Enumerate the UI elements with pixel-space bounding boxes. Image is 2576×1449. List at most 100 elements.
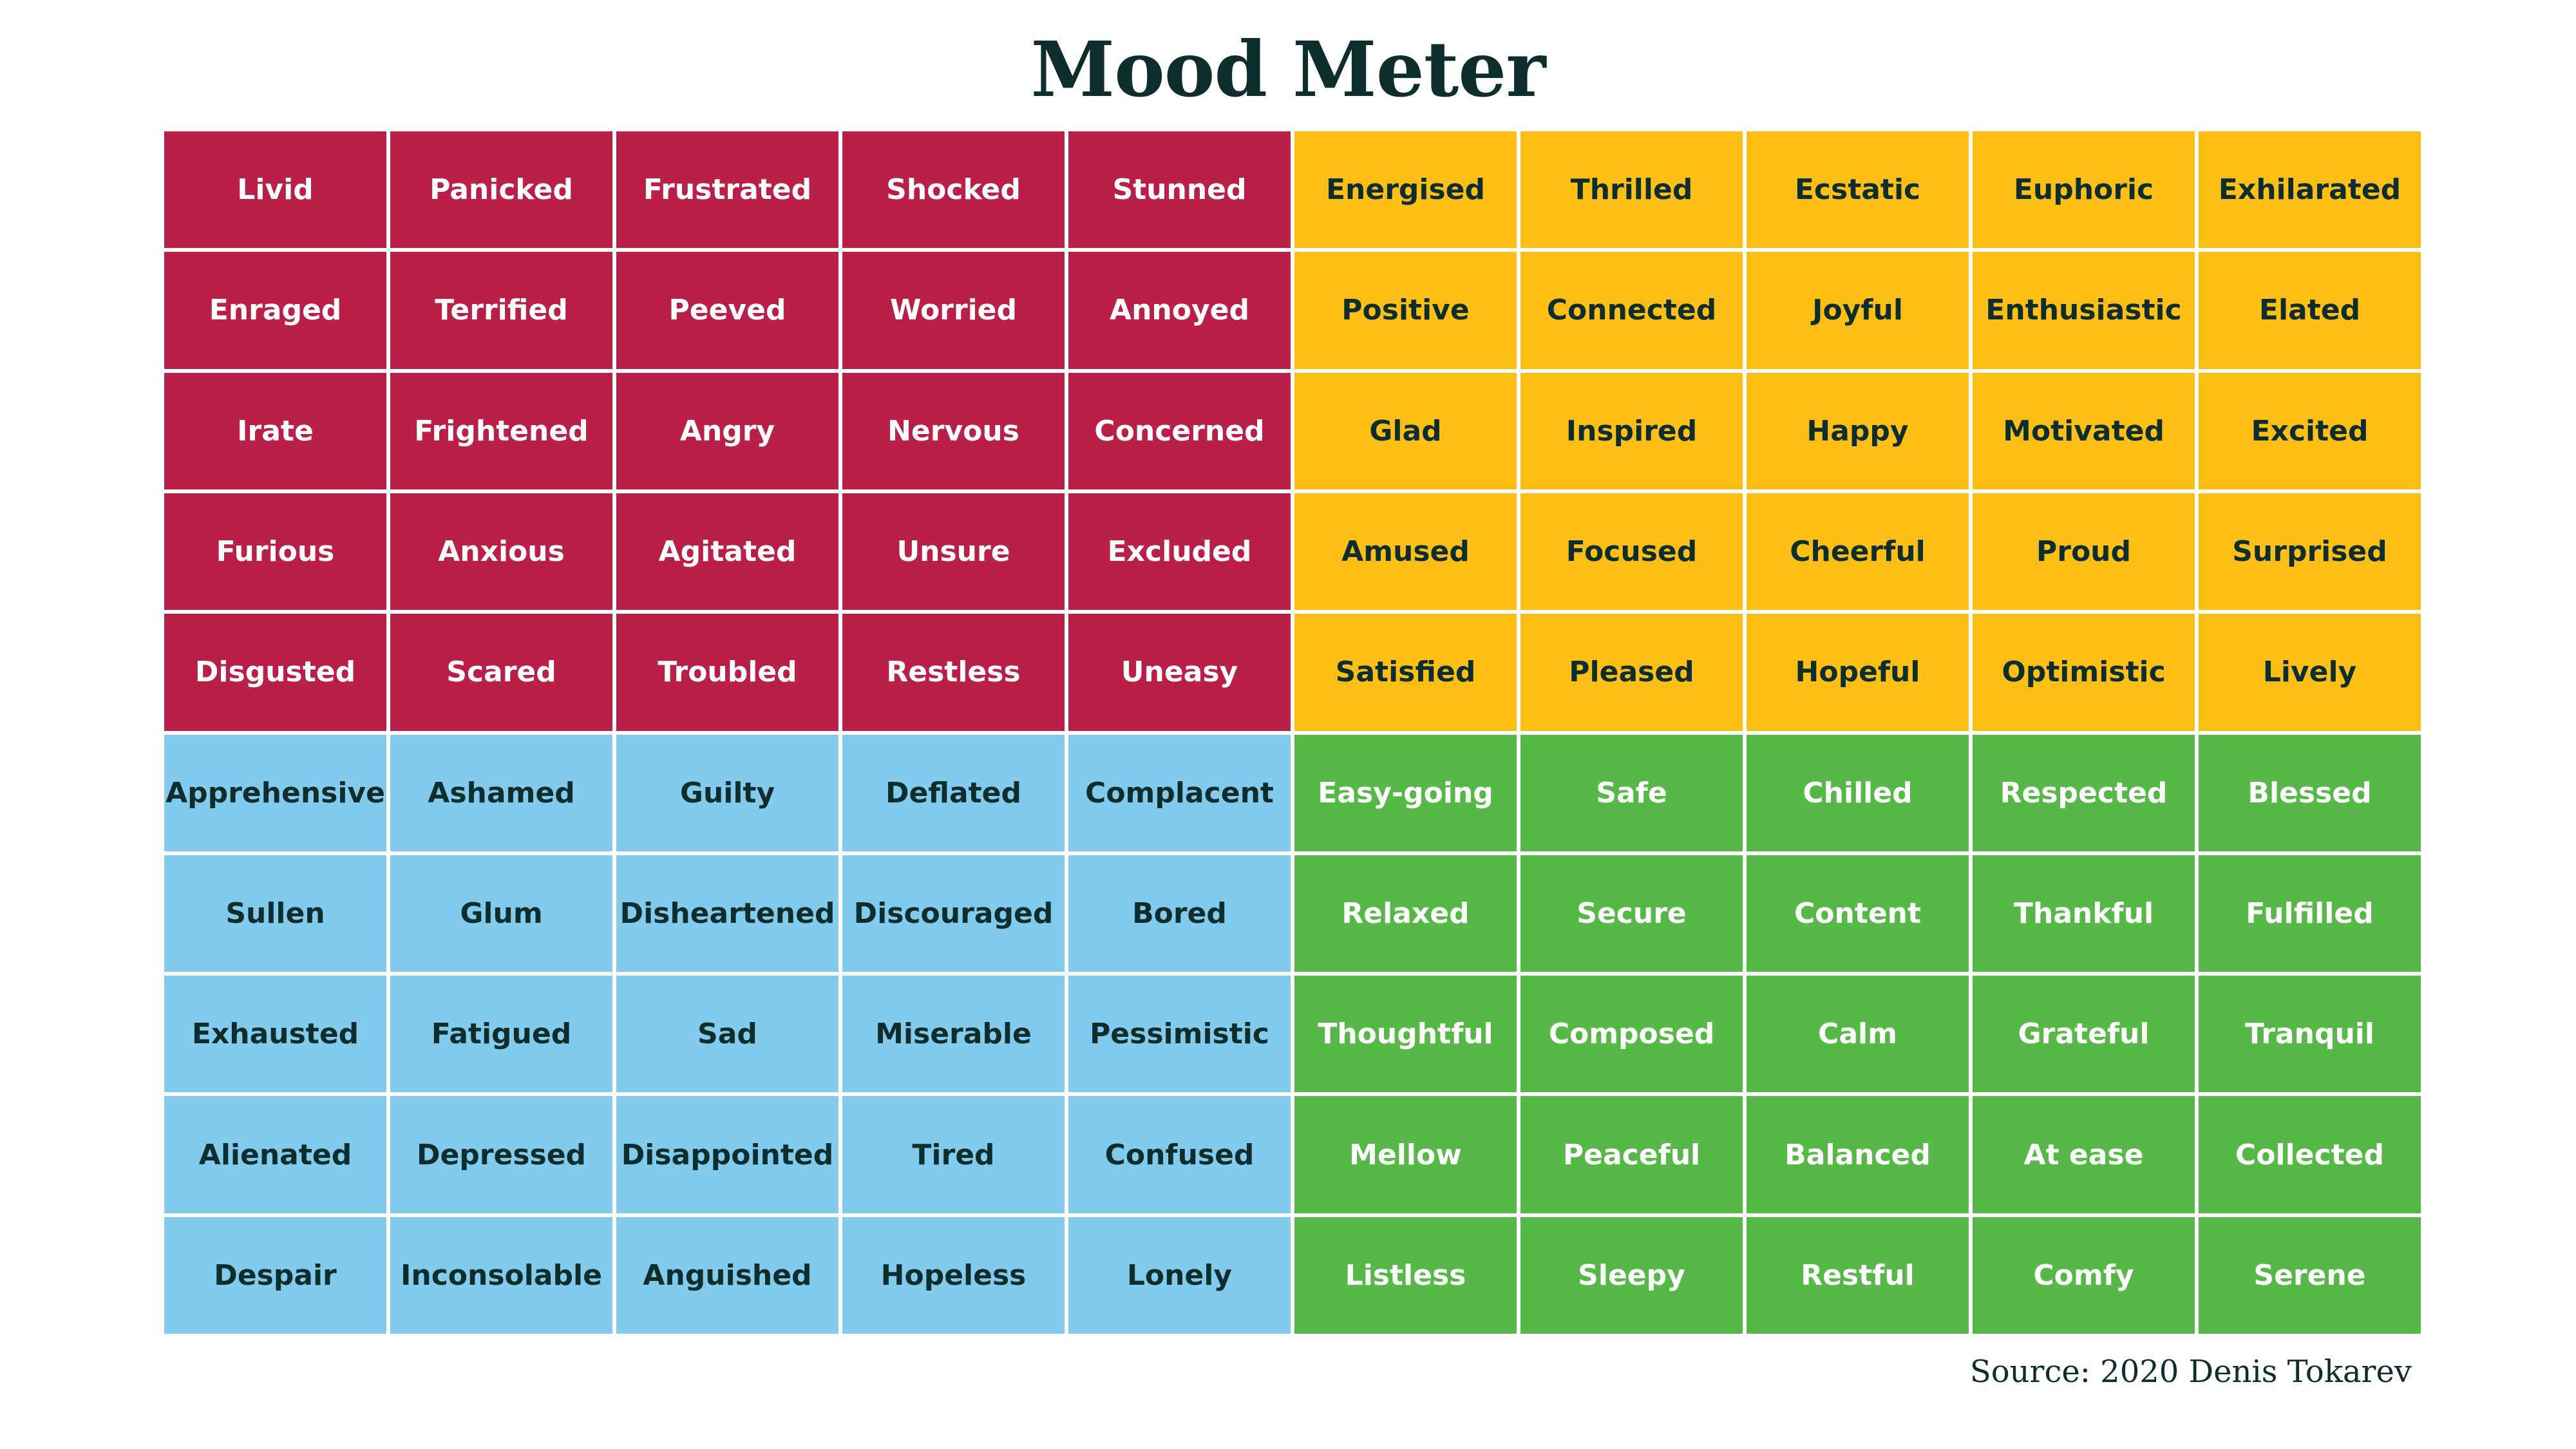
- mood-cell-red: Irate: [164, 372, 386, 489]
- mood-cell-green: Thoughtful: [1294, 976, 1517, 1093]
- mood-cell-red: Troubled: [616, 614, 838, 731]
- mood-cell-red: Livid: [164, 131, 386, 249]
- mood-cell-red: Excluded: [1068, 493, 1291, 611]
- mood-cell-yellow: Motivated: [1973, 372, 2195, 489]
- mood-cell-red: Worried: [842, 252, 1065, 369]
- mood-cell-blue: Guilty: [616, 734, 838, 851]
- mood-cell-blue: Ashamed: [390, 734, 612, 851]
- mood-cell-yellow: Lively: [2199, 614, 2421, 731]
- mood-cell-blue: Lonely: [1068, 1217, 1291, 1334]
- mood-cell-green: Sleepy: [1520, 1217, 1743, 1334]
- mood-cell-red: Disgusted: [164, 614, 386, 731]
- mood-grid: Livid Panicked Frustrated Shocked Stunned Ene…: [164, 131, 2421, 1334]
- mood-cell-red: Furious: [164, 493, 386, 611]
- mood-cell-green: Composed: [1520, 976, 1743, 1093]
- mood-cell-blue: Depressed: [390, 1096, 612, 1213]
- mood-cell-yellow: Surprised: [2199, 493, 2421, 611]
- mood-cell-yellow: Elated: [2199, 252, 2421, 369]
- mood-cell-green: Tranquil: [2199, 976, 2421, 1093]
- mood-cell-blue: Apprehensive: [164, 734, 386, 851]
- mood-cell-green: Balanced: [1747, 1096, 1969, 1213]
- mood-cell-red: Enraged: [164, 252, 386, 369]
- mood-cell-blue: Fatigued: [390, 976, 612, 1093]
- mood-cell-yellow: Energised: [1294, 131, 1517, 249]
- mood-cell-blue: Anguished: [616, 1217, 838, 1334]
- page-title: Mood Meter: [1030, 24, 1546, 114]
- mood-cell-blue: Complacent: [1068, 734, 1291, 851]
- mood-cell-green: Mellow: [1294, 1096, 1517, 1213]
- mood-cell-blue: Inconsolable: [390, 1217, 612, 1334]
- mood-cell-green: Relaxed: [1294, 855, 1517, 972]
- mood-cell-blue: Disheartened: [616, 855, 838, 972]
- mood-cell-yellow: Focused: [1520, 493, 1743, 611]
- mood-cell-yellow: Happy: [1747, 372, 1969, 489]
- mood-cell-red: Peeved: [616, 252, 838, 369]
- mood-cell-blue: Tired: [842, 1096, 1065, 1213]
- mood-cell-yellow: Amused: [1294, 493, 1517, 611]
- mood-cell-yellow: Ecstatic: [1747, 131, 1969, 249]
- mood-cell-green: Thankful: [1973, 855, 2195, 972]
- mood-cell-yellow: Excited: [2199, 372, 2421, 489]
- mood-cell-green: At ease: [1973, 1096, 2195, 1213]
- mood-cell-green: Comfy: [1973, 1217, 2195, 1334]
- mood-cell-red: Restless: [842, 614, 1065, 731]
- mood-cell-yellow: Hopeful: [1747, 614, 1969, 731]
- mood-cell-yellow: Connected: [1520, 252, 1743, 369]
- mood-cell-blue: Sad: [616, 976, 838, 1093]
- mood-cell-yellow: Glad: [1294, 372, 1517, 489]
- mood-cell-red: Frustrated: [616, 131, 838, 249]
- mood-cell-blue: Hopeless: [842, 1217, 1065, 1334]
- mood-cell-green: Secure: [1520, 855, 1743, 972]
- mood-cell-blue: Disappointed: [616, 1096, 838, 1213]
- mood-cell-red: Scared: [390, 614, 612, 731]
- mood-cell-green: Calm: [1747, 976, 1969, 1093]
- mood-cell-blue: Despair: [164, 1217, 386, 1334]
- mood-cell-yellow: Positive: [1294, 252, 1517, 369]
- mood-cell-green: Fulfilled: [2199, 855, 2421, 972]
- mood-cell-yellow: Proud: [1973, 493, 2195, 611]
- mood-cell-green: Blessed: [2199, 734, 2421, 851]
- mood-cell-red: Agitated: [616, 493, 838, 611]
- mood-cell-yellow: Inspired: [1520, 372, 1743, 489]
- source-credit: Source: 2020 Denis Tokarev: [1969, 1354, 2412, 1390]
- mood-cell-green: Easy-going: [1294, 734, 1517, 851]
- mood-cell-blue: Exhausted: [164, 976, 386, 1093]
- mood-cell-red: Unsure: [842, 493, 1065, 611]
- mood-cell-green: Respected: [1973, 734, 2195, 851]
- mood-cell-green: Restful: [1747, 1217, 1969, 1334]
- mood-cell-red: Annoyed: [1068, 252, 1291, 369]
- mood-cell-green: Grateful: [1973, 976, 2195, 1093]
- mood-cell-red: Panicked: [390, 131, 612, 249]
- mood-cell-red: Terrified: [390, 252, 612, 369]
- mood-cell-red: Stunned: [1068, 131, 1291, 249]
- mood-cell-yellow: Enthusiastic: [1973, 252, 2195, 369]
- mood-cell-green: Listless: [1294, 1217, 1517, 1334]
- mood-cell-red: Concerned: [1068, 372, 1291, 489]
- mood-cell-green: Serene: [2199, 1217, 2421, 1334]
- mood-cell-blue: Miserable: [842, 976, 1065, 1093]
- mood-cell-red: Shocked: [842, 131, 1065, 249]
- mood-cell-blue: Bored: [1068, 855, 1291, 972]
- mood-cell-yellow: Satisfied: [1294, 614, 1517, 731]
- mood-cell-green: Safe: [1520, 734, 1743, 851]
- mood-cell-red: Angry: [616, 372, 838, 489]
- mood-cell-red: Anxious: [390, 493, 612, 611]
- mood-cell-yellow: Thrilled: [1520, 131, 1743, 249]
- mood-cell-blue: Alienated: [164, 1096, 386, 1213]
- mood-cell-green: Peaceful: [1520, 1096, 1743, 1213]
- mood-cell-yellow: Joyful: [1747, 252, 1969, 369]
- mood-cell-yellow: Pleased: [1520, 614, 1743, 731]
- mood-cell-red: Nervous: [842, 372, 1065, 489]
- mood-cell-green: Chilled: [1747, 734, 1969, 851]
- mood-cell-blue: Pessimistic: [1068, 976, 1291, 1093]
- mood-cell-green: Content: [1747, 855, 1969, 972]
- mood-cell-blue: Deflated: [842, 734, 1065, 851]
- mood-cell-yellow: Exhilarated: [2199, 131, 2421, 249]
- mood-cell-yellow: Cheerful: [1747, 493, 1969, 611]
- mood-cell-green: Collected: [2199, 1096, 2421, 1213]
- mood-cell-blue: Discouraged: [842, 855, 1065, 972]
- mood-cell-red: Frightened: [390, 372, 612, 489]
- mood-cell-yellow: Optimistic: [1973, 614, 2195, 731]
- mood-cell-blue: Glum: [390, 855, 612, 972]
